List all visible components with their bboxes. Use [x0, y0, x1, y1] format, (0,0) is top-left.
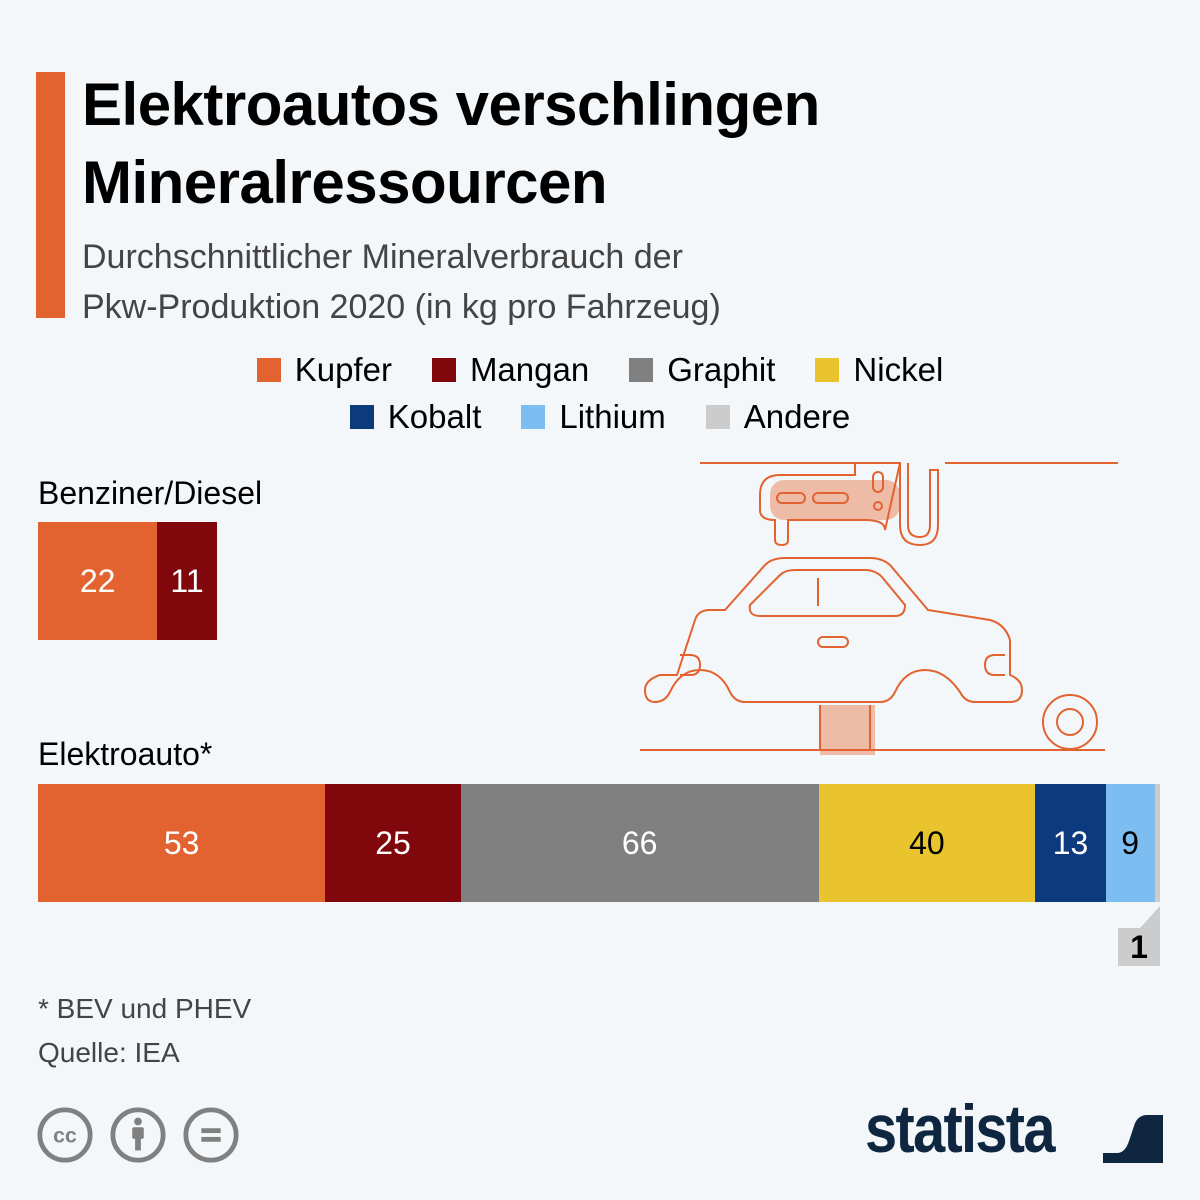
bar-benziner-diesel: 22 11 — [38, 522, 217, 640]
bar-segment-kupfer: 53 — [38, 784, 326, 902]
bar-segment-andere — [1154, 784, 1160, 902]
data-label-kobalt: 13 — [1052, 824, 1089, 861]
bar-segment-lithium: 9 — [1105, 784, 1155, 902]
chart-subtitle: Durchschnittlicher Mineralverbrauch der … — [82, 232, 721, 332]
legend-item-graphit: Graphit — [629, 346, 775, 393]
bar-segment-kupfer: 22 — [38, 522, 158, 640]
callout-pointer — [1140, 906, 1160, 928]
legend-label: Nickel — [853, 351, 944, 388]
legend-swatch — [349, 404, 374, 429]
license-icons: cc — [36, 1106, 240, 1164]
no-derivatives-icon[interactable] — [182, 1106, 240, 1164]
data-label-lithium: 9 — [1121, 824, 1140, 861]
legend-item-andere: Andere — [705, 393, 851, 440]
robot-arm-slot-1 — [776, 492, 806, 504]
legend-row-1: Kupfer Mangan Graphit Nickel — [0, 346, 1200, 393]
bar-elektroauto: 53 25 66 40 13 9 — [38, 784, 1160, 902]
title-line-2: Mineralressourcen — [82, 149, 608, 216]
car-rear-light — [680, 654, 702, 676]
legend-item-nickel: Nickel — [815, 346, 943, 393]
legend-label: Kupfer — [294, 351, 392, 388]
chart-title: Elektroautos verschlingen Mineralressour… — [82, 66, 820, 222]
data-label-mangan: 11 — [170, 562, 204, 599]
car-front-light — [983, 654, 1005, 676]
car-assembly-illustration — [640, 462, 1118, 755]
svg-text:cc: cc — [53, 1124, 77, 1148]
car-door-handle — [817, 636, 849, 648]
category-label-benziner: Benziner/Diesel — [38, 475, 263, 511]
cc-icon[interactable]: cc — [36, 1106, 94, 1164]
bar-segment-kobalt: 13 — [1035, 784, 1106, 902]
legend-label: Andere — [743, 398, 851, 435]
legend-label: Mangan — [469, 351, 590, 388]
legend-swatch — [815, 357, 840, 382]
data-label-graphit: 66 — [621, 824, 658, 861]
subtitle-line-1: Durchschnittlicher Mineralverbrauch der — [82, 238, 683, 276]
subtitle-line-2: Pkw-Produktion 2020 (in kg pro Fahrzeug) — [82, 288, 721, 326]
legend-item-lithium: Lithium — [521, 393, 666, 440]
bar-segment-mangan: 11 — [157, 522, 217, 640]
source-note: Quelle: IEA — [38, 1037, 180, 1068]
robot-hook — [899, 463, 939, 547]
title-line-1: Elektroautos verschlingen — [82, 71, 820, 138]
legend-item-kobalt: Kobalt — [349, 393, 482, 440]
data-label-mangan: 25 — [375, 824, 411, 861]
car-body — [643, 557, 1024, 704]
legend-label: Lithium — [559, 398, 666, 435]
robot-arm-dot — [873, 501, 883, 511]
car-window — [748, 569, 907, 617]
legend-swatch — [521, 404, 546, 429]
robot-arm-slot-3 — [872, 471, 884, 493]
loose-wheel-outer — [1042, 694, 1098, 750]
data-label-kupfer: 53 — [163, 824, 200, 861]
robot-arm-fill — [770, 480, 900, 520]
lift-fill — [820, 705, 875, 755]
legend-item-kupfer: Kupfer — [256, 346, 392, 393]
legend-label: Kobalt — [387, 398, 482, 435]
legend-item-mangan: Mangan — [431, 346, 590, 393]
attribution-icon[interactable] — [109, 1106, 167, 1164]
data-label-andere-callout: 1 — [1118, 928, 1160, 966]
title-accent-bar — [36, 72, 65, 318]
legend-swatch — [256, 357, 281, 382]
statista-mark-icon — [1103, 1105, 1163, 1163]
robot-arm-body — [759, 462, 902, 547]
bar-segment-mangan: 25 — [325, 784, 461, 902]
loose-wheel-hub — [1056, 708, 1084, 736]
legend-swatch — [431, 357, 456, 382]
legend-label: Graphit — [667, 351, 776, 388]
data-label-nickel: 40 — [909, 824, 945, 861]
bar-segment-graphit: 66 — [460, 784, 819, 902]
robot-arm-slot-2 — [812, 492, 849, 504]
brand-name: statista — [865, 1091, 1055, 1167]
data-label-kupfer: 22 — [79, 562, 116, 599]
legend-row-2: Kobalt Lithium Andere — [0, 393, 1200, 440]
legend-swatch — [629, 357, 654, 382]
legend-swatch — [705, 404, 730, 429]
bar-segment-nickel: 40 — [818, 784, 1036, 902]
legend: Kupfer Mangan Graphit Nickel Kobalt Lithium A… — [0, 346, 1200, 440]
footnote: * BEV und PHEV — [38, 993, 252, 1024]
car-assembly-icon — [640, 462, 1118, 755]
statista-logo[interactable]: statista — [865, 1091, 1163, 1167]
category-label-elektroauto: Elektroauto* — [38, 736, 213, 772]
